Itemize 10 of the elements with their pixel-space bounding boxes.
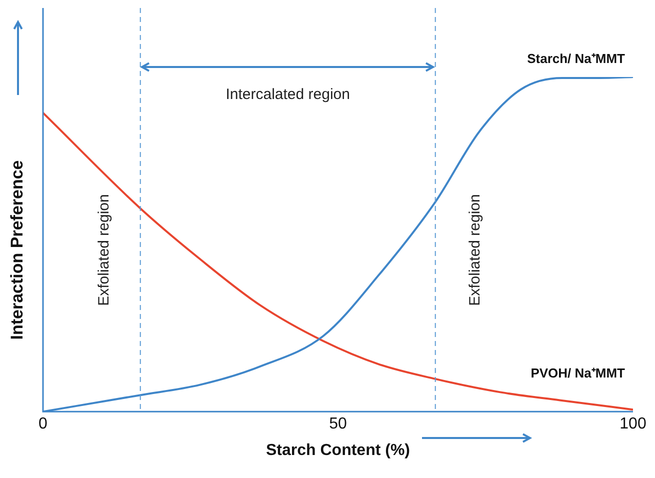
series-label: PVOH/ Na⁺MMT bbox=[530, 365, 626, 380]
annotation: Intercalated region bbox=[226, 86, 350, 104]
y-axis-title: Interaction Preference bbox=[8, 160, 27, 340]
series-label: Starch/ Na⁺MMT bbox=[527, 51, 626, 66]
x-tick-label: 50 bbox=[329, 416, 347, 433]
x-tick-label: 100 bbox=[620, 416, 646, 433]
x-axis-title: Starch Content (%) bbox=[266, 442, 410, 459]
ref-line-label: Exfoliated region bbox=[466, 194, 484, 306]
x-tick-label: 0 bbox=[38, 416, 48, 433]
ref-line-label: Exfoliated region bbox=[95, 194, 112, 306]
